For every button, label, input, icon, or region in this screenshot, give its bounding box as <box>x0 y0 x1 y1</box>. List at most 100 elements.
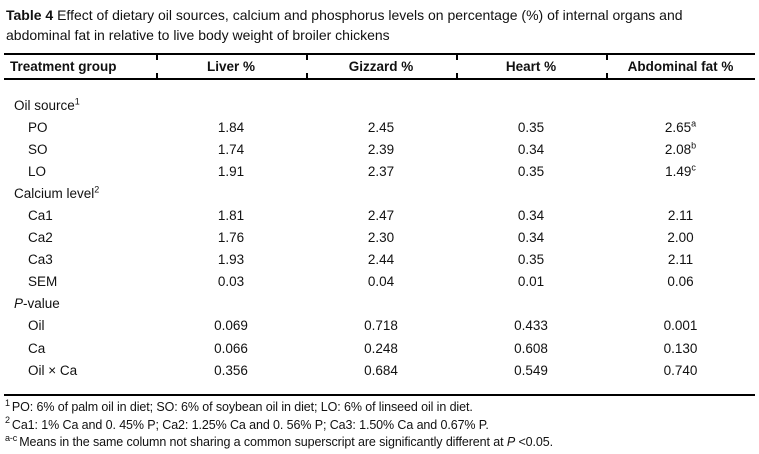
footnote-3-text-end: <0.05. <box>515 435 553 449</box>
row-label: Ca <box>28 340 46 356</box>
table-row-sem: SEM 0.03 0.04 0.01 0.06 <box>4 271 755 293</box>
cell-abdominal-fat: 1.49c <box>665 162 696 179</box>
significance-superscript: c <box>691 162 696 173</box>
group-label: Oil source1 <box>14 96 80 113</box>
column-divider-tick <box>306 55 308 60</box>
row-label: SEM <box>28 274 58 290</box>
table-row-so: SO 1.74 2.39 0.34 2.08b <box>4 138 755 160</box>
row-label: Oil <box>28 318 45 334</box>
column-header-abdominal-fat: Abdominal fat % <box>627 59 734 74</box>
footnote-1-marker: 1 <box>5 397 10 408</box>
footnote-marker: 2 <box>94 184 100 195</box>
cell-liver: 1.84 <box>217 119 245 135</box>
table-row-oil: Oil 0.069 0.718 0.433 0.001 <box>4 315 755 337</box>
row-label: PO <box>28 119 48 135</box>
cell-abdominal-fat: 0.06 <box>667 274 694 290</box>
cell-gizzard: 2.37 <box>367 163 395 179</box>
cell-liver: 0.069 <box>214 318 248 334</box>
cell-abdominal-fat: 0.001 <box>663 318 698 334</box>
cell-abdominal-fat: 2.11 <box>667 252 694 268</box>
row-label: SO <box>28 141 48 157</box>
table-row-oil-x-ca: Oil × Ca 0.356 0.684 0.549 0.740 <box>4 359 755 381</box>
cell-liver: 1.91 <box>217 163 245 179</box>
cell-gizzard: 0.04 <box>367 274 395 290</box>
cell-heart: 0.35 <box>517 119 545 135</box>
cell-gizzard: 2.47 <box>367 208 395 224</box>
cell-gizzard: 0.248 <box>364 340 398 356</box>
table-top-rule <box>4 53 755 60</box>
table-row-ca: Ca 0.066 0.248 0.608 0.130 <box>4 337 755 359</box>
significance-superscript: b <box>691 140 697 151</box>
footnote-2-marker: 2 <box>5 415 10 426</box>
cell-liver: 1.74 <box>217 141 245 157</box>
footnote-3: a-c Means in the same column not sharing … <box>5 432 755 452</box>
cell-abdominal-fat: 2.00 <box>667 230 694 246</box>
table-body: Oil source1 PO 1.84 2.45 0.35 2.65a SO 1… <box>4 94 755 381</box>
table-row-p-value: P-value <box>4 293 755 315</box>
column-divider-tick <box>156 55 158 60</box>
footnote-3-text: Means in the same column not sharing a c… <box>19 435 507 449</box>
column-divider-tick <box>456 55 458 60</box>
cell-heart: 0.01 <box>517 274 545 290</box>
row-label: Ca3 <box>28 252 53 268</box>
footnote-2: 2 Ca1: 1% Ca and 0. 45% P; Ca2: 1.25% Ca … <box>5 415 755 435</box>
cell-heart: 0.34 <box>517 230 545 246</box>
table-row-po: PO 1.84 2.45 0.35 2.65a <box>4 116 755 138</box>
cell-liver: 0.066 <box>214 340 248 356</box>
cell-liver: 0.356 <box>214 362 248 378</box>
footnote-1: 1 PO: 6% of palm oil in diet; SO: 6% of s… <box>5 397 755 417</box>
footnote-marker: 1 <box>74 96 80 107</box>
footnote-1-text: PO: 6% of palm oil in diet; SO: 6% of so… <box>11 400 473 414</box>
cell-gizzard: 2.44 <box>367 252 395 268</box>
table-bottom-rule <box>4 394 755 396</box>
footnotes: 1 PO: 6% of palm oil in diet; SO: 6% of s… <box>5 397 755 452</box>
table-row-ca1: Ca1 1.81 2.47 0.34 2.11 <box>4 204 755 226</box>
cell-abdominal-fat: 0.130 <box>663 340 698 356</box>
cell-liver: 0.03 <box>217 274 245 290</box>
cell-liver: 1.81 <box>217 208 245 224</box>
table-caption-text: Effect of dietary oil sources, calcium a… <box>6 7 683 43</box>
column-header-heart: Heart % <box>505 59 557 74</box>
cell-gizzard: 0.718 <box>364 318 398 334</box>
cell-liver: 1.76 <box>217 230 245 246</box>
group-label: P-value <box>14 296 60 312</box>
cell-heart: 0.34 <box>517 208 545 224</box>
footnote-2-text: Ca1: 1% Ca and 0. 45% P; Ca2: 1.25% Ca a… <box>11 417 489 432</box>
table-row-oil-source: Oil source1 <box>4 94 755 116</box>
table-row-ca3: Ca3 1.93 2.44 0.35 2.11 <box>4 249 755 271</box>
table-row-ca2: Ca2 1.76 2.30 0.34 2.00 <box>4 227 755 249</box>
cell-liver: 1.93 <box>217 252 245 268</box>
column-divider-tick <box>606 55 608 60</box>
row-label: Ca2 <box>28 230 53 246</box>
row-label: Oil × Ca <box>28 362 78 378</box>
table-header-row: Treatment group Liver % Gizzard % Heart … <box>4 56 755 77</box>
footnote-3-marker: a-c <box>5 432 18 443</box>
group-label: Calcium level2 <box>14 184 100 201</box>
table-row-lo: LO 1.91 2.37 0.35 1.49c <box>4 160 755 182</box>
column-header-liver: Liver % <box>206 59 256 74</box>
table-row-calcium-level: Calcium level2 <box>4 182 755 204</box>
row-label: LO <box>28 163 47 179</box>
footnote-3-p-symbol: P <box>506 435 516 449</box>
column-divider-tick <box>456 73 458 78</box>
cell-heart: 0.549 <box>514 362 548 378</box>
cell-heart: 0.433 <box>514 318 548 334</box>
row-label: Ca1 <box>28 208 53 224</box>
cell-gizzard: 2.45 <box>367 119 395 135</box>
cell-abdominal-fat: 2.08b <box>664 140 697 157</box>
cell-abdominal-fat: 2.11 <box>667 208 694 224</box>
cell-heart: 0.35 <box>517 163 545 179</box>
column-divider-tick <box>606 73 608 78</box>
cell-gizzard: 0.684 <box>364 362 398 378</box>
cell-gizzard: 2.39 <box>367 141 395 157</box>
column-divider-tick <box>156 73 158 78</box>
cell-gizzard: 2.30 <box>367 230 395 246</box>
cell-heart: 0.608 <box>514 340 548 356</box>
significance-superscript: a <box>691 118 697 129</box>
cell-heart: 0.35 <box>517 252 545 268</box>
cell-abdominal-fat: 0.740 <box>663 362 698 378</box>
table-caption: Table 4 Effect of dietary oil sources, c… <box>6 6 740 45</box>
column-divider-tick <box>306 73 308 78</box>
table-header-rule <box>4 73 755 80</box>
